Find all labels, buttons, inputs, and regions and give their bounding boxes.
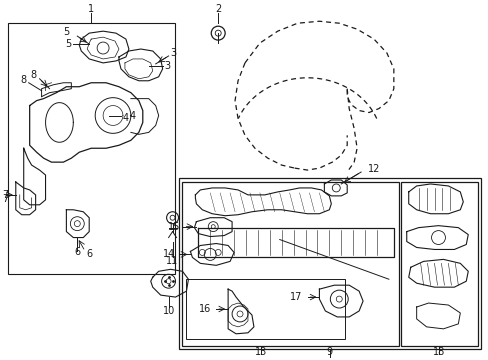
Text: 3: 3 bbox=[170, 48, 176, 58]
Text: 4: 4 bbox=[129, 111, 136, 121]
Text: 7: 7 bbox=[2, 194, 8, 204]
Text: 3: 3 bbox=[164, 61, 170, 71]
Text: 16: 16 bbox=[199, 304, 211, 314]
Text: 12: 12 bbox=[367, 164, 379, 174]
Text: 10: 10 bbox=[162, 306, 174, 316]
Text: 8: 8 bbox=[20, 75, 27, 85]
Text: 18: 18 bbox=[432, 347, 445, 357]
Text: 7: 7 bbox=[2, 190, 8, 200]
Text: 15: 15 bbox=[168, 222, 181, 231]
Bar bbox=[400, 182, 477, 346]
Text: 2: 2 bbox=[215, 4, 221, 14]
Text: 5: 5 bbox=[65, 39, 71, 49]
Bar bbox=[186, 279, 345, 339]
Text: 11: 11 bbox=[166, 256, 178, 266]
Text: 13: 13 bbox=[254, 347, 266, 357]
Bar bbox=[182, 182, 398, 346]
Text: 17: 17 bbox=[290, 292, 302, 302]
Text: 8: 8 bbox=[31, 70, 37, 80]
Text: 5: 5 bbox=[63, 27, 69, 37]
Text: 6: 6 bbox=[74, 247, 80, 257]
Text: 9: 9 bbox=[326, 347, 332, 357]
Text: 4: 4 bbox=[122, 113, 129, 123]
Bar bbox=[8, 23, 174, 274]
Text: 6: 6 bbox=[86, 249, 92, 260]
Text: 14: 14 bbox=[162, 249, 174, 260]
Bar bbox=[178, 178, 480, 349]
Text: 1: 1 bbox=[88, 4, 94, 14]
